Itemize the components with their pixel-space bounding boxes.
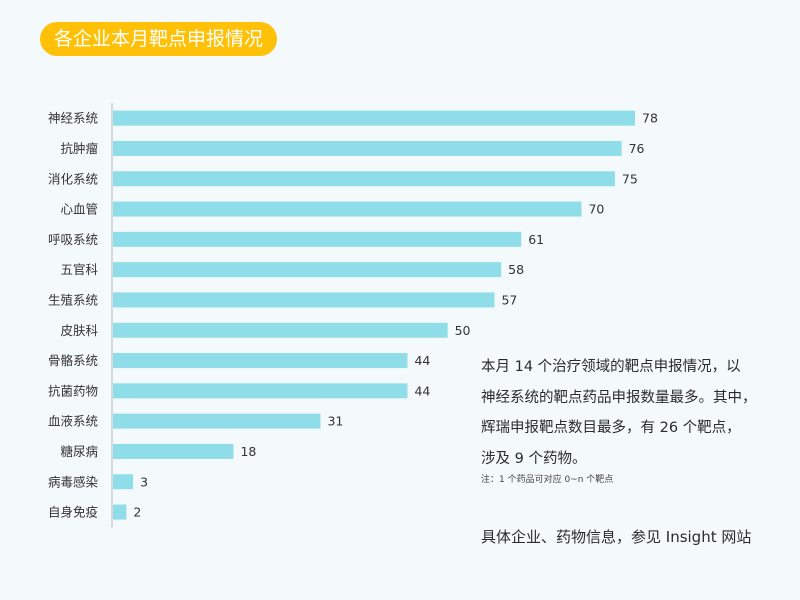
category-label: 心血管: [60, 202, 98, 217]
value-label: 78: [642, 111, 658, 126]
category-label: 神经系统: [48, 111, 98, 126]
category-label: 皮肤科: [60, 323, 98, 338]
bar: [113, 474, 134, 490]
bar: [113, 322, 448, 338]
category-label: 抗菌药物: [48, 383, 98, 398]
category-label: 糖尿病: [60, 444, 98, 459]
bar: [113, 171, 615, 187]
value-label: 75: [622, 171, 638, 186]
value-label: 3: [140, 474, 148, 489]
value-label: 76: [629, 141, 645, 156]
value-label: 44: [414, 383, 430, 398]
value-label: 50: [455, 323, 471, 338]
value-label: 2: [133, 505, 141, 520]
category-label: 呼吸系统: [48, 232, 98, 247]
summary-line: 辉瑞申报靶点数目最多，有 26 个靶点，: [481, 420, 741, 436]
value-label: 18: [240, 444, 256, 459]
category-label: 消化系统: [48, 171, 98, 186]
bar: [113, 262, 502, 278]
bar: [113, 292, 495, 308]
value-label: 58: [508, 262, 524, 277]
bar: [113, 110, 635, 126]
value-label: 70: [588, 202, 604, 217]
category-label: 五官科: [60, 262, 98, 277]
summary-text: 本月 14 个治疗领域的靶点申报情况，以 神经系统的靶点药品申报数量最多。其中，…: [481, 352, 781, 474]
footnote: 注：1 个药品可对应 0~n 个靶点: [481, 475, 614, 485]
chart-title: 各企业本月靶点申报情况: [40, 22, 278, 56]
bar: [113, 504, 127, 520]
summary-line: 神经系统的靶点药品申报数量最多。其中，: [481, 389, 757, 406]
bar: [113, 231, 522, 247]
value-label: 57: [501, 292, 517, 307]
bar: [113, 413, 321, 429]
category-label: 抗肿瘤: [60, 141, 98, 156]
value-label: 61: [528, 232, 544, 247]
more-info-text: 具体企业、药物信息，参见 Insight 网站: [481, 528, 752, 546]
category-label: 自身免疫: [48, 505, 98, 520]
category-label: 病毒感染: [48, 474, 99, 489]
bar: [113, 383, 408, 399]
summary-line: 涉及 9 个药物。: [481, 450, 587, 467]
bar: [113, 201, 582, 217]
summary-line: 本月 14 个治疗领域的靶点申报情况，以: [481, 359, 741, 375]
value-label: 31: [327, 414, 343, 429]
bar: [113, 140, 622, 156]
bar: [113, 443, 234, 459]
bar: [113, 353, 408, 369]
category-label: 生殖系统: [48, 292, 98, 307]
category-label: 骨骼系统: [48, 353, 98, 368]
category-label: 血液系统: [48, 414, 98, 429]
value-label: 44: [414, 353, 430, 368]
